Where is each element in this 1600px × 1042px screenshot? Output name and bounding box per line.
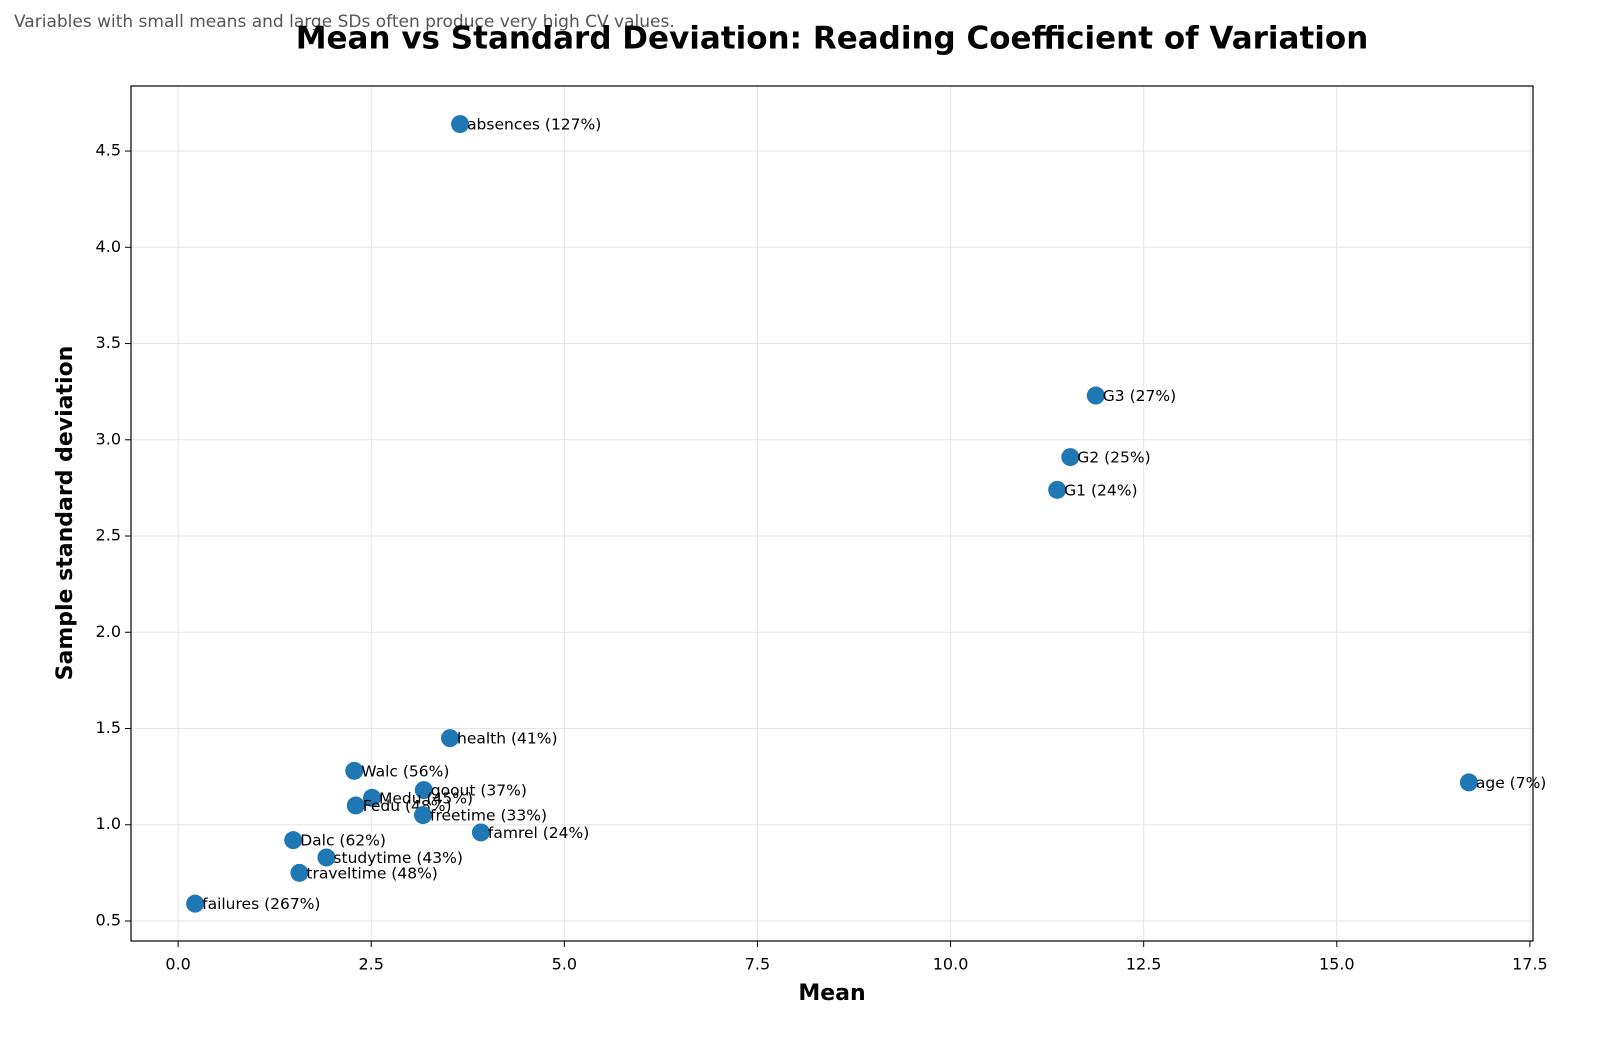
y-tick-label: 4.5	[96, 141, 121, 160]
point-label: freetime (33%)	[430, 807, 547, 825]
x-tick-label: 17.5	[1512, 955, 1548, 974]
x-tick-label: 0.0	[165, 955, 190, 974]
point	[1061, 448, 1080, 467]
y-axis-label: Sample standard deviation	[53, 346, 78, 681]
y-tick-label: 0.5	[96, 910, 121, 929]
point	[290, 863, 309, 882]
y-tick-label: 3.5	[96, 333, 121, 352]
x-tick-label: 5.0	[552, 955, 577, 974]
point	[363, 788, 382, 807]
x-tick-label: 15.0	[1319, 955, 1355, 974]
point	[346, 796, 365, 815]
point	[441, 729, 460, 748]
point	[414, 781, 433, 800]
point-label: studytime (43%)	[333, 849, 462, 867]
point	[1086, 386, 1105, 405]
point-label: G3 (27%)	[1103, 387, 1176, 405]
point-label: G1 (24%)	[1064, 481, 1137, 499]
point-label: failures (267%)	[202, 895, 320, 913]
y-tick-label: 1.0	[96, 814, 121, 833]
y-tick-label: 1.5	[96, 718, 121, 737]
chart-title: Mean vs Standard Deviation: Reading Coef…	[296, 21, 1369, 57]
point	[471, 823, 490, 842]
x-tick-label: 12.5	[1126, 955, 1162, 974]
point-label: age (7%)	[1476, 774, 1546, 792]
point	[451, 115, 470, 134]
x-tick-label: 2.5	[359, 955, 384, 974]
point-label: Dalc (62%)	[300, 832, 386, 850]
point-label: traveltime (48%)	[306, 864, 437, 882]
x-tick-label: 10.0	[933, 955, 969, 974]
point	[345, 761, 364, 780]
plot-frame	[130, 85, 1534, 942]
point-label: Medu (45%)	[379, 789, 473, 807]
y-tick-label: 3.0	[96, 429, 121, 448]
point	[413, 806, 432, 825]
point-label: famrel (24%)	[488, 824, 589, 842]
x-tick-label: 7.5	[745, 955, 770, 974]
point-label: Walc (56%)	[361, 762, 449, 780]
point-label: absences (127%)	[467, 116, 601, 134]
point	[1459, 773, 1478, 792]
y-tick-label: 2.0	[96, 622, 121, 641]
point	[1048, 480, 1067, 499]
x-axis-label: Mean	[798, 981, 865, 1006]
point-label: health (41%)	[457, 730, 558, 748]
point-label: G2 (25%)	[1077, 449, 1150, 467]
y-tick-label: 2.5	[96, 526, 121, 545]
subtitle: Variables with small means and large SDs…	[14, 12, 675, 32]
point	[186, 894, 205, 913]
y-tick-label: 4.0	[96, 237, 121, 256]
point	[284, 831, 303, 850]
point	[317, 848, 336, 867]
point-label: goout (37%)	[431, 782, 527, 800]
